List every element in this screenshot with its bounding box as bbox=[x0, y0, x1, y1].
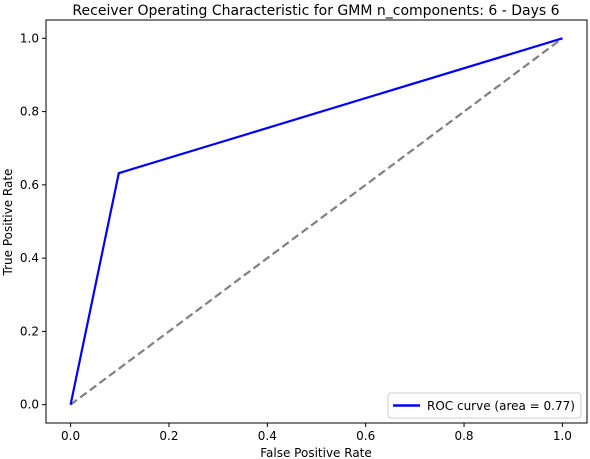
y-tick-label: 0.8 bbox=[20, 105, 39, 119]
x-tick-label: 1.0 bbox=[553, 429, 572, 443]
y-tick-label: 0.2 bbox=[20, 324, 39, 338]
chart-title: Receiver Operating Characteristic for GM… bbox=[72, 3, 559, 19]
y-tick-label: 1.0 bbox=[20, 31, 39, 45]
x-axis-label: False Positive Rate bbox=[260, 446, 372, 459]
y-axis-ticks: 0.0 0.2 0.4 0.6 0.8 1.0 bbox=[20, 31, 46, 412]
x-tick-label: 0.8 bbox=[454, 429, 473, 443]
legend-box bbox=[387, 392, 582, 419]
x-axis-ticks: 0.0 0.2 0.4 0.6 0.8 1.0 bbox=[61, 423, 572, 443]
legend: ROC curve (area = 0.77) bbox=[387, 392, 582, 419]
x-tick-label: 0.0 bbox=[61, 429, 80, 443]
y-tick-label: 0.4 bbox=[20, 251, 39, 265]
legend-label-roc: ROC curve (area = 0.77) bbox=[427, 399, 575, 413]
plot-frame bbox=[45, 19, 588, 424]
x-tick-label: 0.6 bbox=[356, 429, 375, 443]
x-tick-label: 0.2 bbox=[159, 429, 178, 443]
series-layer bbox=[69, 37, 564, 406]
y-tick-label: 0.6 bbox=[20, 178, 39, 192]
y-axis-label: True Positive Rate bbox=[1, 169, 15, 277]
y-tick-label: 0.0 bbox=[20, 398, 39, 412]
x-tick-label: 0.4 bbox=[258, 429, 277, 443]
chance-diagonal-line bbox=[69, 37, 564, 406]
roc-curve-line bbox=[69, 37, 563, 405]
